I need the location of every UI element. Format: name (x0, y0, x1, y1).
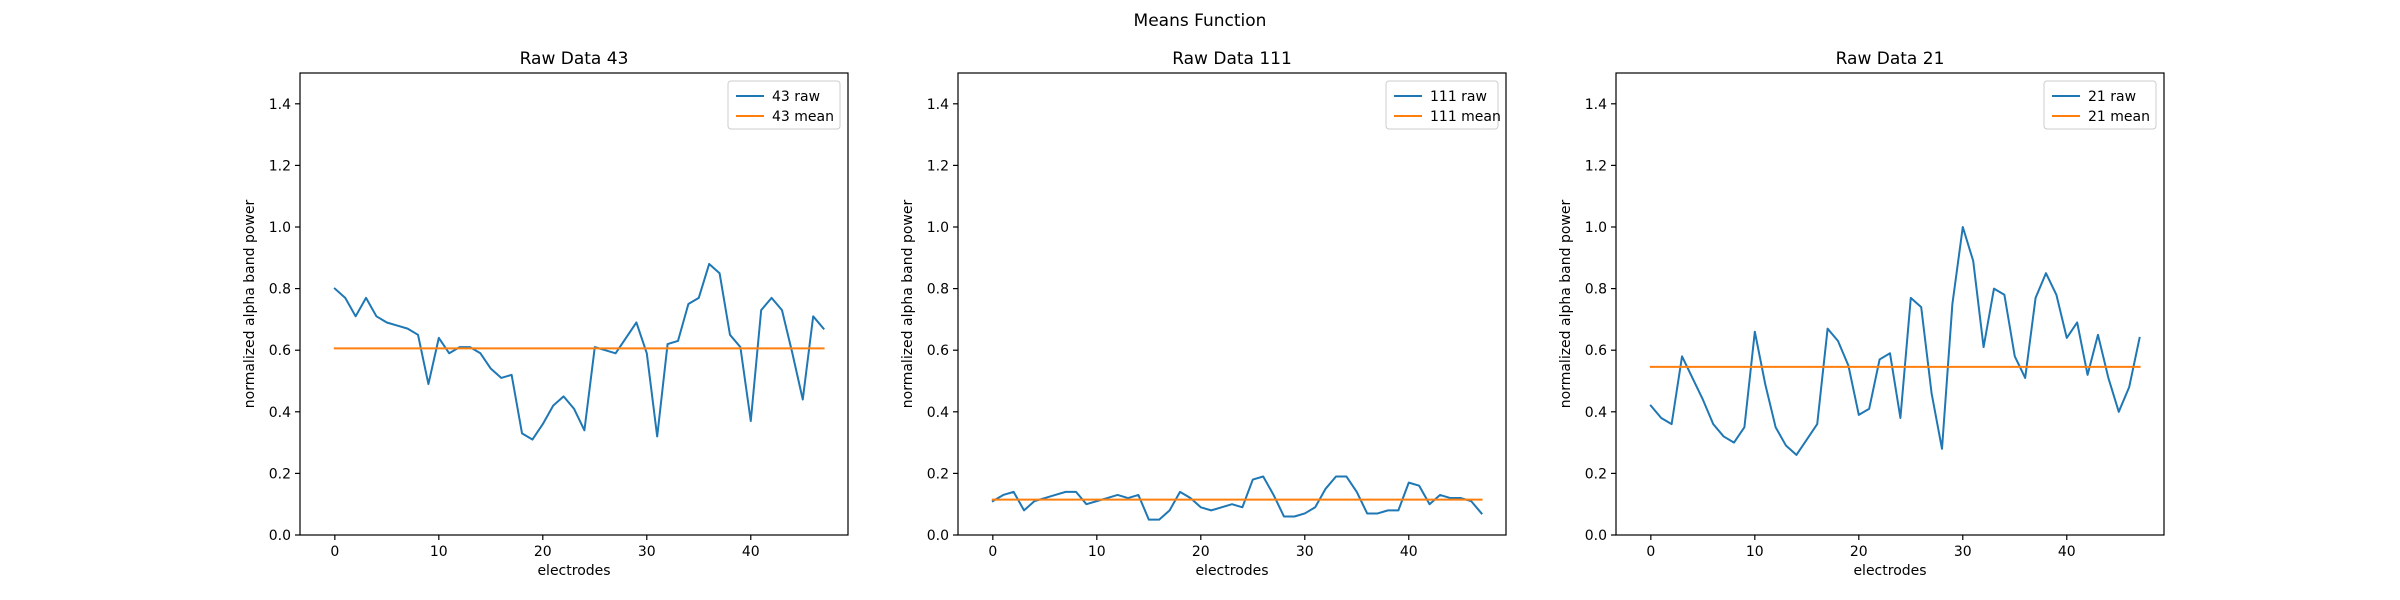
y-tick-label: 1.0 (927, 220, 949, 236)
series-line-raw (333, 262, 825, 441)
series-line-raw (991, 475, 1483, 521)
legend-label: 43 raw (772, 89, 820, 105)
y-tick-label: 1.2 (1585, 158, 1607, 174)
subplot-1: 0 10 20 30 40 0.0 0.2 0.4 0.6 0.8 1.0 1.2 1.4 Raw Dat… (242, 49, 849, 579)
y-tick-label: 1.2 (927, 158, 949, 174)
y-tick-label: 0.4 (1585, 405, 1607, 421)
x-tick-label: 30 (638, 544, 656, 560)
y-axis-label: normalized alpha band power (242, 200, 258, 409)
series-line-raw (1649, 226, 2141, 456)
y-tick-label: 0.6 (1585, 343, 1607, 359)
y-tick-label: 0.2 (927, 466, 949, 482)
x-tick-label: 20 (534, 544, 552, 560)
y-tick-label: 0.8 (269, 282, 291, 298)
y-axis-label: normalized alpha band power (1558, 200, 1574, 409)
y-tick-label: 1.0 (269, 220, 291, 236)
y-axis-label: normalized alpha band power (900, 200, 916, 409)
subplot-3: 0 10 20 30 40 0.0 0.2 0.4 0.6 0.8 1.0 1.2 1.4 Raw Dat… (1558, 49, 2165, 579)
x-tick-label: 30 (1296, 544, 1314, 560)
subplot-2: 0 10 20 30 40 0.0 0.2 0.4 0.6 0.8 1.0 1.2 1.4 Raw Dat… (900, 49, 1507, 579)
y-tick-label: 0.2 (269, 466, 291, 482)
y-tick-label: 1.2 (269, 158, 291, 174)
y-tick-label: 0.0 (269, 528, 291, 544)
axes-frame (1615, 72, 2165, 536)
x-tick-label: 20 (1192, 544, 1210, 560)
legend: 21 raw 21 mean (2043, 80, 2157, 130)
x-tick-label: 40 (1400, 544, 1418, 560)
legend-label: 111 raw (1430, 89, 1487, 105)
y-tick-label: 0.4 (927, 405, 949, 421)
x-axis-label: electrodes (1853, 563, 1926, 579)
y-tick-label: 0.6 (269, 343, 291, 359)
y-tick-label: 0.6 (927, 343, 949, 359)
y-tick-label: 1.0 (1585, 220, 1607, 236)
x-axis-label: electrodes (1195, 563, 1268, 579)
legend-label: 21 mean (2088, 109, 2150, 125)
y-tick-label: 1.4 (927, 97, 949, 113)
y-tick-label: 1.4 (1585, 97, 1607, 113)
x-tick-label: 30 (1954, 544, 1972, 560)
x-tick-label: 0 (1646, 544, 1655, 560)
x-tick-label: 0 (330, 544, 339, 560)
axes-frame (299, 72, 849, 536)
x-tick-label: 0 (988, 544, 997, 560)
y-tick-label: 0.0 (1585, 528, 1607, 544)
subplots: 0 10 20 30 40 0.0 0.2 0.4 0.6 0.8 1.0 1.2 1.4 Raw Dat… (242, 49, 2165, 579)
y-tick-label: 0.0 (927, 528, 949, 544)
x-tick-label: 10 (430, 544, 448, 560)
subplot-title: Raw Data 111 (1172, 49, 1292, 69)
x-tick-label: 10 (1746, 544, 1764, 560)
x-tick-label: 20 (1850, 544, 1868, 560)
y-tick-label: 0.8 (927, 282, 949, 298)
y-tick-label: 0.4 (269, 405, 291, 421)
y-tick-label: 0.2 (1585, 466, 1607, 482)
legend-label: 111 mean (1430, 109, 1501, 125)
x-axis-label: electrodes (537, 563, 610, 579)
legend-label: 21 raw (2088, 89, 2136, 105)
subplot-title: Raw Data 21 (1836, 49, 1945, 69)
y-tick-label: 1.4 (269, 97, 291, 113)
axes-frame (957, 72, 1507, 536)
legend: 111 raw 111 mean (1385, 80, 1501, 130)
x-tick-label: 10 (1088, 544, 1106, 560)
legend: 43 raw 43 mean (727, 80, 841, 130)
x-tick-label: 40 (742, 544, 760, 560)
figure-title: Means Function (1134, 11, 1267, 31)
y-tick-label: 0.8 (1585, 282, 1607, 298)
x-tick-label: 40 (2058, 544, 2076, 560)
subplot-title: Raw Data 43 (520, 49, 629, 69)
legend-label: 43 mean (772, 109, 834, 125)
